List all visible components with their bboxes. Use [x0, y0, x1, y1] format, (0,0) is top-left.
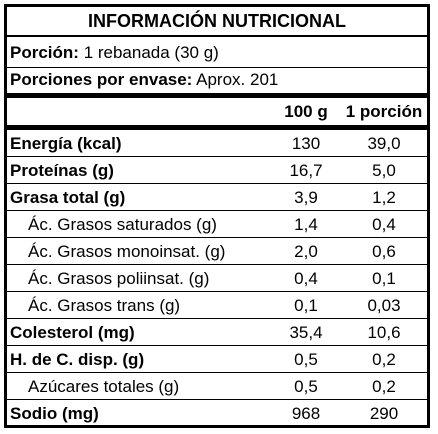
nutrient-value-portion: 0,6 [372, 242, 396, 261]
nutrient-value-100g: 968 [291, 404, 321, 423]
nutrient-row: Sodio (mg) 968 290 [7, 400, 427, 427]
nutrient-row: Proteínas (g) 16,7 5,0 [7, 157, 427, 184]
nutrient-name: Ác. Grasos monoinsat. (g) [28, 242, 226, 261]
nutrient-name: Ác. Grasos trans (g) [28, 296, 181, 315]
nutrient-name: Energía (kcal) [10, 134, 122, 153]
nutrient-row: Grasa total (g) 3,9 1,2 [7, 184, 427, 211]
nutrient-value-portion: 0,1 [372, 269, 396, 288]
nutrient-row: Energía (kcal) 130 39,0 [7, 130, 427, 157]
nutrient-row: Ác. Grasos saturados (g) 1,4 0,4 [7, 211, 427, 238]
nutrient-row: H. de C. disp. (g) 0,5 0,2 [7, 346, 427, 373]
nutrient-name: Ác. Grasos saturados (g) [28, 215, 217, 234]
row-divider [7, 318, 427, 319]
nutrient-name: Azúcares totales (g) [28, 377, 180, 396]
info-divider [7, 67, 427, 68]
portion-value: 1 rebanada (30 g) [83, 43, 219, 62]
row-divider [7, 264, 427, 265]
nutrient-value-100g: 2,0 [294, 242, 318, 261]
nutrient-row: Ác. Grasos poliinsat. (g) 0,4 0,1 [7, 265, 427, 292]
nutrient-value-portion: 5,0 [372, 161, 396, 180]
nutrient-name: H. de C. disp. (g) [10, 350, 145, 369]
nutrient-value-100g: 3,9 [294, 188, 318, 207]
row-divider [7, 291, 427, 292]
label-title: INFORMACIÓN NUTRICIONAL [7, 7, 427, 37]
nutrient-row: Ác. Grasos monoinsat. (g) 2,0 0,6 [7, 238, 427, 265]
nutrient-name: Grasa total (g) [10, 188, 126, 207]
nutrient-value-100g: 16,7 [289, 161, 323, 180]
servings-label: Porciones por envase: [10, 70, 193, 89]
nutrient-value-portion: 1,2 [372, 188, 396, 207]
nutrient-value-portion: 0,2 [372, 350, 396, 369]
column-header-portion: 1 porción [345, 101, 423, 121]
nutrient-value-100g: 0,5 [294, 377, 318, 396]
column-header-100g: 100 g [284, 101, 328, 121]
nutrient-name: Ác. Grasos poliinsat. (g) [28, 269, 210, 288]
nutrient-row: Colesterol (mg) 35,4 10,6 [7, 319, 427, 346]
nutrient-value-100g: 0,4 [294, 269, 318, 288]
row-divider [7, 399, 427, 400]
nutrient-value-100g: 130 [291, 134, 321, 153]
nutrient-value-100g: 1,4 [294, 215, 318, 234]
nutrient-name: Colesterol (mg) [10, 323, 135, 342]
row-divider [7, 372, 427, 373]
nutrient-name: Sodio (mg) [10, 404, 99, 423]
nutrition-facts-label: INFORMACIÓN NUTRICIONAL Porción: 1 reban… [4, 4, 430, 428]
nutrient-value-portion: 290 [369, 404, 399, 423]
header-rule [7, 125, 427, 130]
nutrient-value-portion: 0,03 [367, 296, 401, 315]
nutrient-row: Ác. Grasos trans (g) 0,1 0,03 [7, 292, 427, 319]
nutrient-name: Proteínas (g) [10, 161, 114, 180]
servings-line: Porciones por envase: Aprox. 201 [10, 70, 278, 90]
nutrient-value-100g: 0,1 [294, 296, 318, 315]
row-divider [7, 237, 427, 238]
nutrient-value-portion: 39,0 [367, 134, 401, 153]
nutrient-row: Azúcares totales (g) 0,5 0,2 [7, 373, 427, 400]
serving-info: Porción: 1 rebanada (30 g) Porciones por… [7, 37, 427, 98]
portion-label: Porción: [10, 43, 79, 62]
portion-line: Porción: 1 rebanada (30 g) [10, 43, 219, 63]
servings-value: Aprox. 201 [196, 70, 279, 89]
row-divider [7, 183, 427, 184]
nutrient-value-portion: 0,2 [372, 377, 396, 396]
row-divider [7, 345, 427, 346]
row-divider [7, 210, 427, 211]
nutrient-value-100g: 35,4 [289, 323, 323, 342]
row-divider [7, 156, 427, 157]
nutrient-value-portion: 10,6 [367, 323, 401, 342]
nutrient-value-portion: 0,4 [372, 215, 396, 234]
nutrient-value-100g: 0,5 [294, 350, 318, 369]
